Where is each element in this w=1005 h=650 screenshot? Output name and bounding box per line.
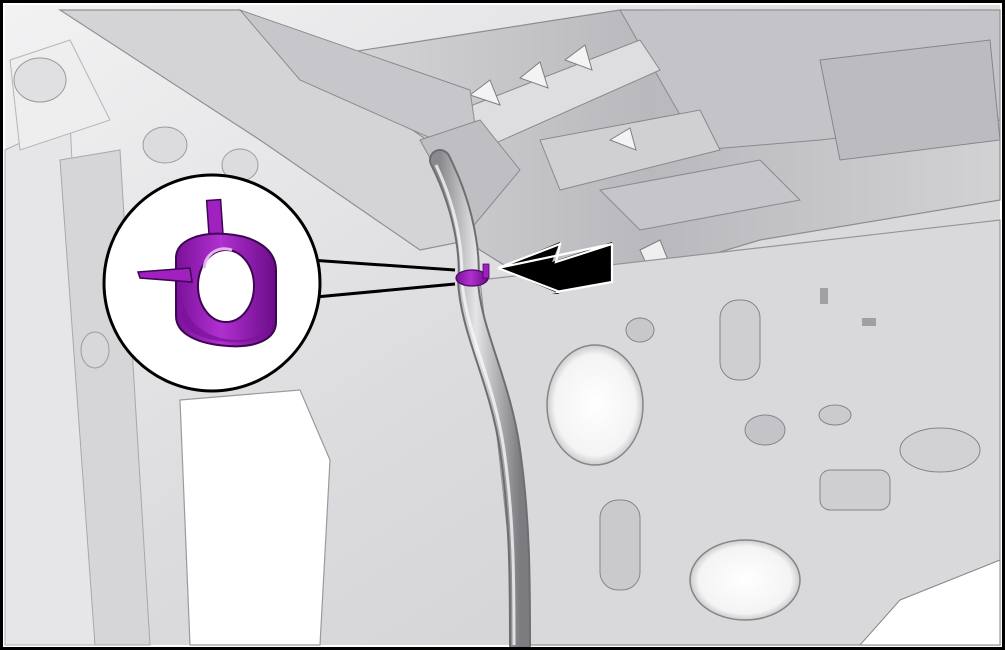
inner-panel [479, 219, 1001, 646]
double-arrow-left-icon [497, 242, 614, 294]
hose-clamp [455, 263, 490, 287]
detail-callout [102, 173, 322, 393]
upper-rail [298, 9, 1001, 301]
cross-beam [57, 8, 521, 251]
hose-clamp-icon [136, 198, 277, 348]
callout-leader [304, 258, 456, 300]
hose [429, 149, 531, 650]
